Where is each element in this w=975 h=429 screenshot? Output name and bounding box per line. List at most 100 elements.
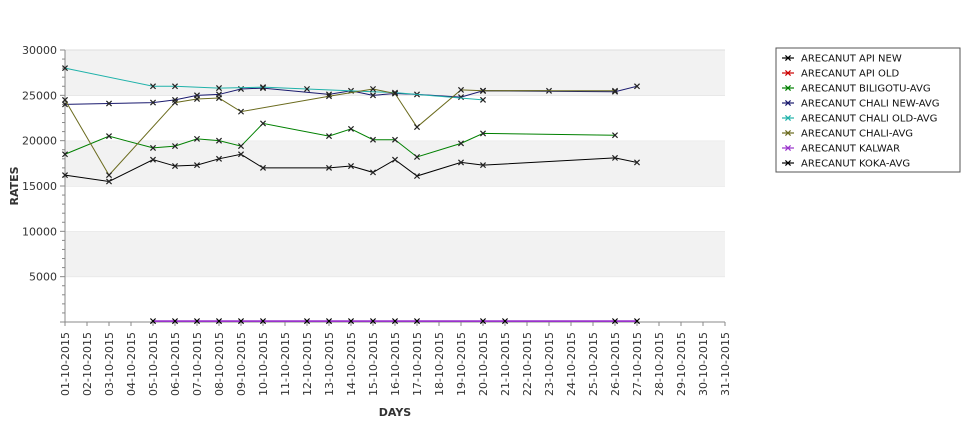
data-point	[303, 85, 311, 93]
data-point	[479, 87, 487, 94]
x-tick-label: 24-10-2015	[565, 332, 578, 396]
x-tick-label: 15-10-2015	[367, 332, 380, 396]
data-point	[633, 318, 641, 325]
data-point	[457, 159, 465, 166]
x-tick-label: 11-10-2015	[279, 332, 292, 396]
data-point	[479, 318, 487, 325]
data-point	[369, 136, 377, 143]
data-point	[391, 136, 399, 143]
legend-box	[775, 47, 961, 173]
data-point	[237, 143, 245, 150]
data-point	[303, 318, 311, 325]
grid-band	[65, 231, 725, 277]
series-2	[61, 120, 619, 161]
data-point	[61, 96, 69, 103]
data-point	[413, 153, 421, 161]
x-ticks: 01-10-2015 02-10-2015 03-10-2015 04-10-2015…	[59, 322, 732, 396]
x-tick-label: 02-10-2015	[81, 332, 94, 396]
x-tick-label: 22-10-2015	[521, 332, 534, 396]
grid-band	[65, 140, 725, 186]
data-point	[413, 173, 421, 180]
data-point	[215, 85, 223, 92]
data-point	[61, 172, 69, 179]
data-point	[215, 318, 223, 325]
y-tick-label: 30000	[22, 44, 57, 57]
legend-marker	[784, 129, 792, 137]
data-point	[369, 85, 377, 93]
data-point	[149, 144, 157, 151]
y-ticks: 5000 10000 15000 20000 25000 30000	[22, 44, 65, 323]
data-point	[61, 65, 69, 72]
data-point	[171, 99, 179, 106]
legend-label: ARECANUT BILIGOTU-AVG	[801, 84, 931, 95]
data-point	[149, 318, 157, 325]
y-tick-label: 25000	[22, 89, 57, 102]
x-tick-label: 19-10-2015	[455, 332, 468, 396]
x-tick-label: 10-10-2015	[257, 332, 270, 396]
data-point	[391, 156, 399, 163]
data-point	[237, 108, 245, 115]
data-point	[193, 318, 201, 325]
data-point	[171, 318, 179, 325]
data-point	[171, 83, 179, 90]
x-tick-label: 08-10-2015	[213, 332, 226, 396]
legend-marker	[784, 84, 792, 92]
data-point	[347, 318, 355, 325]
data-point	[237, 318, 245, 325]
data-point	[105, 133, 113, 140]
x-tick-label: 25-10-2015	[587, 332, 600, 396]
series-6	[149, 318, 641, 325]
series-line	[64, 67, 484, 101]
x-tick-label: 23-10-2015	[543, 332, 556, 396]
data-point	[171, 163, 179, 170]
x-tick-label: 18-10-2015	[433, 332, 446, 396]
data-point	[149, 99, 157, 106]
data-point	[391, 318, 399, 325]
y-tick-label: 20000	[22, 135, 57, 148]
data-point	[391, 90, 399, 97]
data-point	[61, 151, 69, 158]
y-axis-title: RATES	[8, 166, 21, 205]
x-tick-label: 03-10-2015	[103, 332, 116, 396]
x-tick-label: 31-10-2015	[719, 332, 732, 396]
data-point	[611, 87, 619, 94]
data-point	[413, 124, 421, 131]
data-point	[325, 133, 333, 140]
x-tick-label: 12-10-2015	[301, 332, 314, 396]
y-tick-label: 5000	[29, 271, 57, 284]
y-tick-label: 15000	[22, 180, 57, 193]
data-point	[105, 178, 113, 185]
data-point	[325, 318, 333, 325]
grid-band	[65, 95, 725, 141]
x-tick-label: 07-10-2015	[191, 332, 204, 396]
legend-label: ARECANUT CHALI OLD-AVG	[801, 114, 937, 125]
data-point	[611, 132, 619, 139]
data-point	[457, 94, 465, 101]
data-point	[259, 84, 267, 91]
x-tick-label: 27-10-2015	[631, 332, 644, 396]
data-point	[171, 143, 179, 150]
x-tick-label: 21-10-2015	[499, 332, 512, 396]
x-tick-label: 30-10-2015	[697, 332, 710, 396]
data-point	[457, 140, 465, 147]
x-tick-label: 13-10-2015	[323, 332, 336, 396]
data-point	[479, 130, 487, 137]
legend-marker	[784, 69, 792, 77]
data-point	[259, 318, 267, 325]
data-point	[633, 159, 641, 166]
data-point	[193, 95, 201, 102]
legend-marker	[784, 159, 792, 167]
data-point	[325, 164, 333, 171]
data-point	[347, 125, 355, 132]
data-point	[259, 85, 267, 92]
data-point	[501, 318, 509, 325]
x-tick-label: 20-10-2015	[477, 332, 490, 396]
data-point	[237, 151, 245, 158]
data-point	[105, 172, 113, 179]
x-tick-label: 01-10-2015	[59, 332, 72, 396]
legend-marker	[784, 54, 792, 62]
x-tick-label: 16-10-2015	[389, 332, 402, 396]
x-tick-label: 09-10-2015	[235, 332, 248, 396]
legend-label: ARECANUT API NEW	[801, 54, 902, 65]
